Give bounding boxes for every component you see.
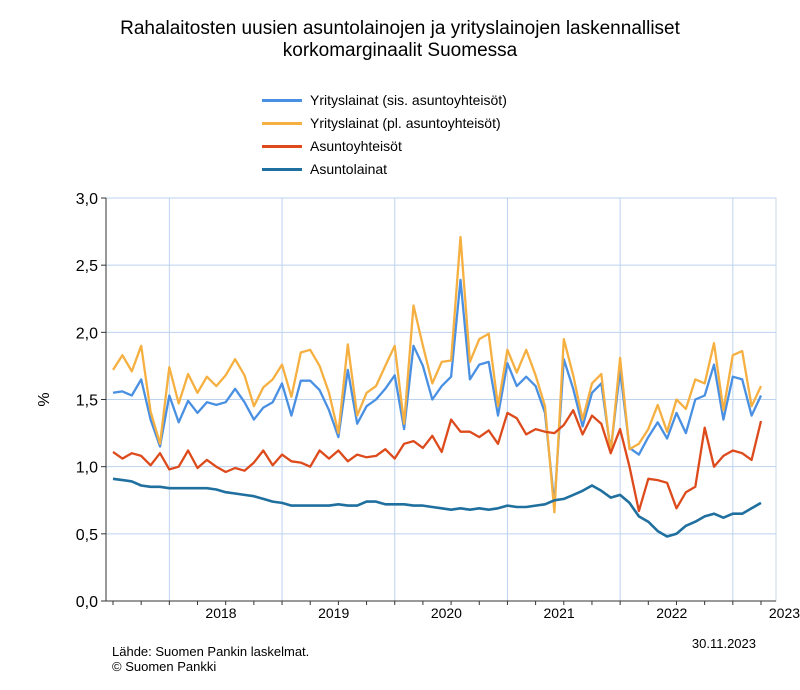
series-line-asuntolainat [112, 477, 762, 538]
chart-title: Rahalaitosten uusien asuntolainojen ja y… [0, 18, 800, 62]
x-tick-label: 2021 [544, 605, 575, 621]
legend-swatch-yrityslainat-pl [262, 121, 302, 125]
legend-item-asuntolainat: Asuntolainat [262, 160, 507, 178]
y-tick-label: 0,5 [76, 527, 98, 544]
x-tick-label: 2022 [656, 605, 687, 621]
copyright-note: © Suomen Pankki [112, 659, 217, 674]
chart-title-line-1: Rahalaitosten uusien asuntolainojen ja y… [120, 18, 680, 39]
legend-item-yrityslainat-pl: Yrityslainat (pl. asuntoyhteisöt) [262, 114, 507, 132]
chart-footer-source: Lähde: Suomen Pankin laskelmat. © Suomen… [112, 644, 309, 674]
y-tick-label: 1,0 [76, 460, 98, 477]
series-line-yrityslainat-sis [112, 278, 763, 506]
x-tick-label: 2020 [431, 605, 462, 621]
x-tick-label: 2018 [205, 605, 236, 621]
grid-lines [105, 197, 777, 602]
chart-legend: Yrityslainat (sis. asuntoyhteisöt) Yrity… [262, 91, 507, 183]
publication-date: 30.11.2023 [691, 636, 756, 651]
legend-item-yrityslainat-sis: Yrityslainat (sis. asuntoyhteisöt) [262, 91, 507, 109]
legend-label-yrityslainat-sis: Yrityslainat (sis. asuntoyhteisöt) [310, 92, 507, 108]
y-tick-label: 0,0 [76, 594, 98, 611]
legend-label-yrityslainat-pl: Yrityslainat (pl. asuntoyhteisöt) [310, 115, 501, 131]
y-tick-label: 3,0 [76, 191, 98, 208]
series-lines [112, 235, 763, 538]
legend-swatch-asuntoyhteisot [262, 144, 302, 148]
chart-title-line-2: korkomarginaalit Suomessa [282, 40, 518, 61]
x-tick-label: 2023 [769, 605, 800, 621]
y-tick-label: 1,5 [76, 393, 98, 410]
legend-swatch-yrityslainat-sis [262, 98, 302, 102]
legend-label-asuntoyhteisot: Asuntoyhteisöt [310, 138, 402, 154]
axes [101, 197, 776, 605]
legend-swatch-asuntolainat [262, 167, 302, 171]
x-tick-label: 2019 [318, 605, 349, 621]
y-tick-label: 2,5 [76, 258, 98, 275]
legend-label-asuntolainat: Asuntolainat [310, 161, 388, 177]
legend-item-asuntoyhteisot: Asuntoyhteisöt [262, 137, 507, 155]
y-tick-label: 2,0 [76, 325, 98, 342]
tick-labels: 0,0 0,5 1,0 1,5 2,0 2,5 3,0 2018 2019 2020 2021 202… [36, 191, 800, 621]
series-line-asuntoyhteisot [112, 409, 763, 513]
source-note: Lähde: Suomen Pankin laskelmat. [112, 644, 310, 659]
series-line-yrityslainat-pl [112, 235, 763, 514]
y-axis-label: % [36, 392, 53, 406]
